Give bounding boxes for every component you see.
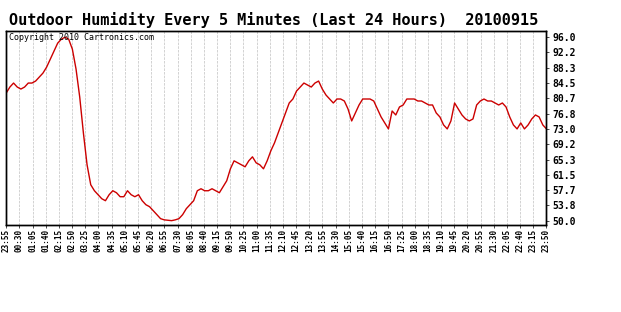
Text: Copyright 2010 Cartronics.com: Copyright 2010 Cartronics.com bbox=[9, 33, 154, 42]
Text: Outdoor Humidity Every 5 Minutes (Last 24 Hours)  20100915: Outdoor Humidity Every 5 Minutes (Last 2… bbox=[9, 12, 538, 28]
